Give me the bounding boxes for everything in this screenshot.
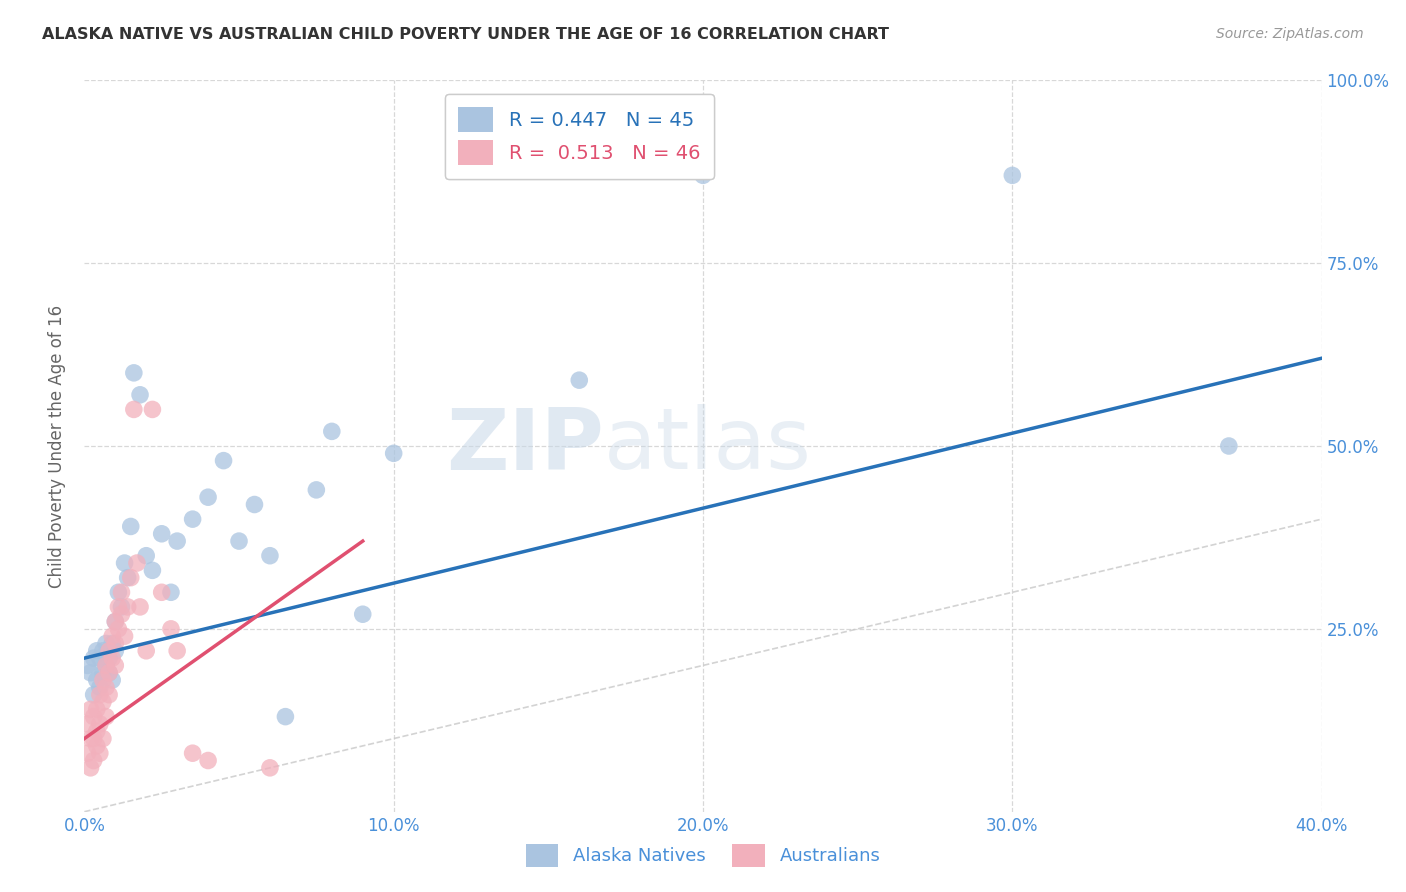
Point (101, 629, 124, 643)
Point (305, 483, 328, 497)
Point (98, 688, 121, 702)
Point (76, 658, 98, 673)
Point (212, 453, 235, 467)
Point (197, 490, 219, 504)
Point (117, 571, 139, 585)
Point (94, 709, 117, 723)
Point (135, 549, 157, 563)
Point (79, 702, 101, 716)
Point (98, 665, 121, 680)
Point (1001, 169, 1024, 183)
Point (83, 731, 105, 746)
Point (150, 585, 173, 599)
Point (1218, 439, 1240, 453)
Point (110, 607, 132, 622)
Point (91, 731, 114, 746)
Point (197, 754, 219, 768)
Point (101, 673, 124, 687)
Point (89, 717, 111, 731)
Point (98, 665, 121, 680)
Point (321, 425, 343, 439)
Point (91, 644, 114, 658)
Point (98, 651, 121, 665)
Legend: R = 0.447   N = 45, R =  0.513   N = 46: R = 0.447 N = 45, R = 0.513 N = 46 (444, 94, 714, 178)
Point (181, 746, 204, 760)
Point (166, 534, 188, 549)
Point (243, 498, 266, 512)
Text: ALASKA NATIVE VS AUSTRALIAN CHILD POVERTY UNDER THE AGE OF 16 CORRELATION CHART: ALASKA NATIVE VS AUSTRALIAN CHILD POVERT… (42, 27, 889, 42)
Point (86, 644, 108, 658)
Text: Source: ZipAtlas.com: Source: ZipAtlas.com (1216, 27, 1364, 41)
Point (110, 585, 132, 599)
Point (79, 665, 101, 680)
Point (259, 761, 281, 775)
Point (101, 636, 124, 650)
Point (122, 402, 145, 417)
Point (107, 599, 129, 614)
Point (692, 169, 714, 183)
Point (104, 615, 127, 629)
Point (120, 519, 142, 533)
Point (104, 636, 127, 650)
Point (83, 651, 105, 665)
Point (76, 717, 98, 731)
Point (89, 651, 111, 665)
Point (107, 585, 129, 599)
Point (94, 658, 117, 673)
Point (89, 688, 111, 702)
Point (259, 549, 281, 563)
Point (122, 366, 145, 380)
Point (86, 739, 108, 753)
Point (98, 644, 121, 658)
Point (91, 665, 114, 680)
Point (110, 599, 132, 614)
Point (141, 402, 163, 417)
Point (274, 709, 297, 723)
Y-axis label: Child Poverty Under the Age of 16: Child Poverty Under the Age of 16 (48, 304, 66, 588)
Point (86, 724, 108, 739)
Point (76, 746, 98, 760)
Point (120, 571, 142, 585)
Point (166, 644, 188, 658)
Point (94, 681, 117, 695)
Point (117, 599, 139, 614)
Text: ZIP: ZIP (446, 404, 605, 488)
Point (83, 754, 105, 768)
Point (181, 512, 204, 526)
Point (352, 607, 374, 622)
Point (89, 681, 111, 695)
Point (104, 644, 127, 658)
Point (94, 658, 117, 673)
Point (79, 731, 101, 746)
Point (91, 695, 114, 709)
Point (79, 761, 101, 775)
Point (91, 673, 114, 687)
Legend: Alaska Natives, Australians: Alaska Natives, Australians (519, 837, 887, 874)
Point (89, 746, 111, 760)
Point (94, 636, 117, 650)
Point (86, 702, 108, 716)
Point (568, 373, 591, 387)
Text: atlas: atlas (605, 404, 813, 488)
Point (160, 585, 183, 599)
Point (160, 622, 183, 636)
Point (101, 651, 124, 665)
Point (114, 629, 136, 643)
Point (83, 688, 105, 702)
Point (129, 599, 152, 614)
Point (150, 526, 173, 541)
Point (114, 556, 136, 570)
Point (141, 563, 163, 577)
Point (104, 658, 127, 673)
Point (104, 615, 127, 629)
Point (228, 534, 250, 549)
Point (125, 556, 148, 570)
Point (129, 388, 152, 402)
Point (107, 622, 129, 636)
Point (135, 644, 157, 658)
Point (86, 673, 108, 687)
Point (83, 709, 105, 723)
Point (382, 446, 405, 460)
